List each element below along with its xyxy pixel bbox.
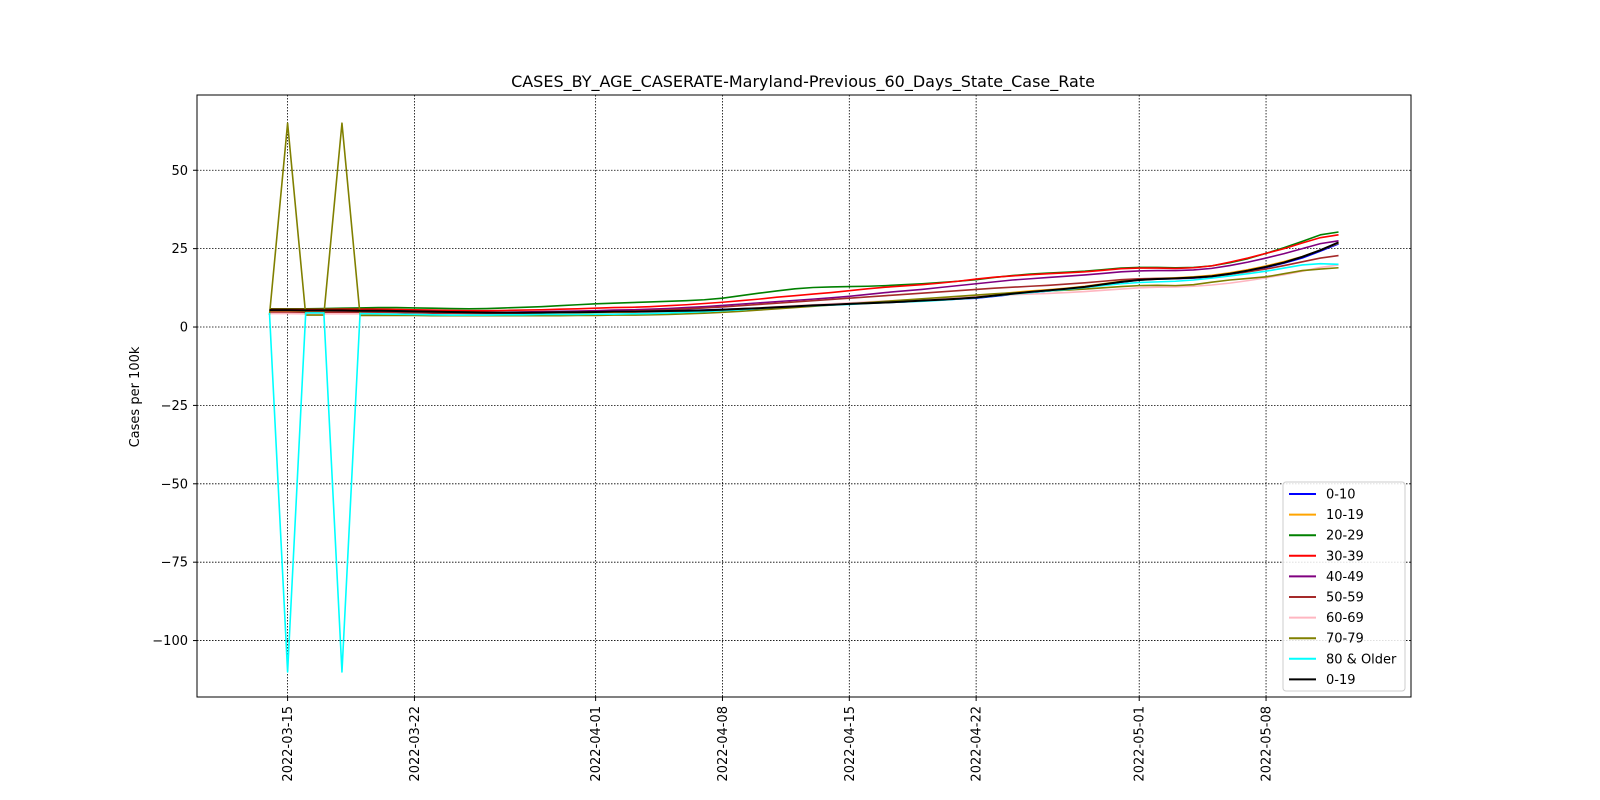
legend: 0-10 10-19 20-29 30-39 40-49 50-59 60-69 70-79 8… xyxy=(1282,481,1406,692)
legend-label: 70-79 xyxy=(1326,632,1364,647)
x-tick-label: 2022-04-22 xyxy=(970,706,985,782)
legend-label: 40-49 xyxy=(1326,570,1364,585)
chart-title: CASES_BY_AGE_CASERATE-Maryland-Previous_… xyxy=(511,72,1095,92)
x-tick-label: 2022-03-15 xyxy=(281,706,296,782)
x-axis-ticks: 2022-03-15 2022-03-22 2022-04-01 2022-04-08… xyxy=(281,697,1275,782)
x-tick-label: 2022-05-01 xyxy=(1133,706,1148,782)
legend-label: 20-29 xyxy=(1326,529,1364,544)
y-axis-label: Cases per 100k xyxy=(128,346,143,447)
x-tick-label: 2022-04-01 xyxy=(589,706,604,782)
series-line-9 xyxy=(269,241,1339,314)
x-tick-label: 2022-04-08 xyxy=(716,706,731,782)
legend-label: 60-69 xyxy=(1326,611,1364,626)
legend-label: 50-59 xyxy=(1326,591,1364,606)
y-tick-label: 0 xyxy=(180,321,188,336)
legend-label: 0-10 xyxy=(1326,488,1356,503)
series-lines xyxy=(268,122,1339,673)
y-tick-label: 25 xyxy=(171,242,188,257)
y-tick-label: −50 xyxy=(161,477,188,492)
grid-lines xyxy=(197,95,1411,697)
y-tick-label: 50 xyxy=(171,164,188,179)
series-line-3 xyxy=(269,234,1339,312)
legend-label: 80 & Older xyxy=(1326,652,1397,667)
x-tick-label: 2022-03-22 xyxy=(408,706,423,782)
y-tick-label: −100 xyxy=(152,634,188,649)
y-tick-label: −75 xyxy=(161,556,188,571)
plot-frame xyxy=(196,94,1412,698)
legend-label: 10-19 xyxy=(1326,508,1364,523)
legend-label: 30-39 xyxy=(1326,549,1364,564)
x-tick-label: 2022-05-08 xyxy=(1260,706,1275,782)
x-tick-label: 2022-04-15 xyxy=(843,706,858,782)
legend-label: 0-19 xyxy=(1326,673,1356,688)
y-tick-label: −25 xyxy=(161,399,188,414)
y-axis-ticks: 50 25 0 −25 −50 −75 −100 xyxy=(152,164,197,649)
